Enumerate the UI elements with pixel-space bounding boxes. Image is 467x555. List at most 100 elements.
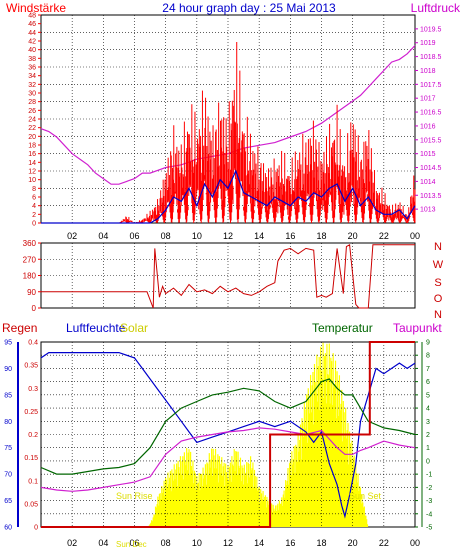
pressure-right-tick-label: 1017.5	[420, 82, 442, 89]
climate-x-tick-label: 16	[285, 538, 295, 548]
temp-right-tick-label: 7	[426, 366, 430, 373]
temp-right-tick-label: 4	[426, 406, 430, 413]
rain-left-tick-label: 0.15	[24, 455, 38, 462]
pressure-right-tick-label: 1019	[420, 40, 436, 47]
wind-left-tick-label: 34	[28, 73, 36, 80]
climate-x-tick-label: 10	[192, 538, 202, 548]
pressure-right-tick-label: 1014.5	[420, 165, 442, 172]
wind-left-label: Windstärke	[6, 1, 66, 15]
climate-panel-ticks: 02 04 06 08 10 12 14 16 18 20 22 00-5-4-3-2-1012345…	[4, 340, 432, 549]
rain-left-tick-label: 0.2	[28, 432, 38, 439]
rain-left-tick-label: 0	[34, 525, 38, 532]
direction-left-tick-label: 90	[27, 288, 36, 297]
wind-left-tick-label: 6	[32, 195, 36, 202]
direction-left-tick-label: 360	[23, 239, 37, 248]
climate-panel-grid	[41, 342, 416, 527]
wind-x-tick-label: 02	[67, 231, 77, 241]
climate-x-tick-label: 14	[254, 538, 264, 548]
pressure-right-tick-label: 1018.5	[420, 54, 442, 61]
wind-left-tick-label: 40	[28, 47, 36, 54]
compass-label: S	[434, 277, 441, 289]
compass-label: O	[434, 293, 443, 305]
rain-left-tick-label: 0.3	[28, 386, 38, 393]
climate-x-tick-label: 08	[161, 538, 171, 548]
wind-left-tick-label: 16	[28, 151, 36, 158]
temp-right-tick-label: 1	[426, 445, 430, 452]
wind-x-tick-label: 12	[223, 231, 233, 241]
pressure-right-tick-label: 1013.5	[420, 193, 442, 200]
rain-left-tick-label: 0.05	[24, 501, 38, 508]
temp-right-tick-label: -4	[426, 511, 432, 518]
pressure-line	[40, 45, 416, 185]
wind-left-tick-label: 44	[28, 30, 36, 37]
dewpoint-line	[40, 427, 416, 492]
direction-left-tick-label: 180	[23, 272, 37, 281]
climate-x-tick-label: 12	[223, 538, 233, 548]
pressure-right-tick-label: 1016	[420, 123, 436, 130]
wind-left-tick-label: 20	[28, 134, 36, 141]
sun-set-label: Sun Set	[349, 491, 382, 501]
wind-left-tick-label: 46	[28, 21, 36, 28]
wind-left-tick-label: 0	[32, 221, 36, 228]
wind-right-label: Luftdruck	[411, 1, 461, 15]
pressure-right-tick-label: 1014	[420, 179, 436, 186]
wind-left-tick-label: 30	[28, 91, 36, 98]
wind-left-tick-label: 48	[28, 13, 36, 20]
pressure-right-tick-label: 1017	[420, 96, 436, 103]
pressure-right-tick-label: 1018	[420, 68, 436, 75]
wind-left-tick-label: 42	[28, 39, 36, 46]
wind-left-tick-label: 28	[28, 99, 36, 106]
sun-dec-label: Sun Dec	[116, 540, 147, 549]
temp-right-tick-label: 8	[426, 353, 430, 360]
humidity-left-tick-label: 80	[4, 419, 12, 426]
humidity-left-tick-label: 70	[4, 472, 12, 479]
wind-x-tick-label: 10	[192, 231, 202, 241]
pressure-right-tick-label: 1015.5	[420, 137, 442, 144]
wind-x-tick-label: 04	[98, 231, 108, 241]
wind-speed-line	[41, 169, 416, 224]
wind-x-tick-label: 00	[410, 231, 420, 241]
compass-label: N	[434, 241, 442, 253]
temp-right-tick-label: 9	[426, 340, 430, 347]
wind-left-tick-label: 38	[28, 56, 36, 63]
humidity-left-tick-label: 75	[4, 445, 12, 452]
direction-left-tick-label: 0	[32, 304, 37, 313]
humidity-left-tick-label: 90	[4, 366, 12, 373]
wind-left-tick-label: 32	[28, 82, 36, 89]
wind-panel-marks	[40, 42, 416, 224]
dewpoint-label: Taupunkt	[393, 321, 442, 335]
humidity-line	[40, 352, 416, 519]
rain-left-tick-label: 0.1	[28, 478, 38, 485]
temp-right-tick-label: 6	[426, 379, 430, 386]
direction-panel-marks	[41, 243, 415, 309]
wind-x-tick-label: 22	[379, 231, 389, 241]
climate-x-tick-label: 04	[98, 538, 108, 548]
temp-right-tick-label: -3	[426, 498, 432, 505]
temp-right-tick-label: 5	[426, 392, 430, 399]
temperature-label: Temperatur	[312, 321, 373, 335]
compass-label: W	[433, 259, 444, 271]
sun-rise-label: Sun Rise	[116, 491, 153, 501]
wind-panel-ticks: 02 04 06 08 10 12 14 16 18 20 22 000246810121416182…	[28, 13, 441, 242]
pressure-right-tick-label: 1015	[420, 151, 436, 158]
wind-left-tick-label: 24	[28, 117, 36, 124]
wind-direction-line	[41, 243, 415, 309]
pressure-right-tick-label: 1019.5	[420, 26, 442, 33]
climate-x-tick-label: 00	[410, 538, 420, 548]
wind-x-tick-label: 14	[254, 231, 264, 241]
climate-x-tick-label: 22	[379, 538, 389, 548]
rain-left-tick-label: 0.4	[28, 340, 38, 347]
wind-left-tick-label: 4	[32, 203, 36, 210]
climate-x-tick-label: 18	[316, 538, 326, 548]
rain-line	[41, 341, 415, 528]
wind-graph-title: 24 hour graph day : 25 Mai 2013	[162, 1, 336, 15]
temp-right-tick-label: 2	[426, 432, 430, 439]
wind-left-tick-label: 12	[28, 169, 36, 176]
pressure-right-tick-label: 1016.5	[420, 110, 442, 117]
temperature-line	[40, 378, 416, 475]
wind-left-tick-label: 18	[28, 143, 36, 150]
wind-left-tick-label: 2	[32, 212, 36, 219]
wind-left-tick-label: 26	[28, 108, 36, 115]
climate-x-tick-label: 02	[67, 538, 77, 548]
